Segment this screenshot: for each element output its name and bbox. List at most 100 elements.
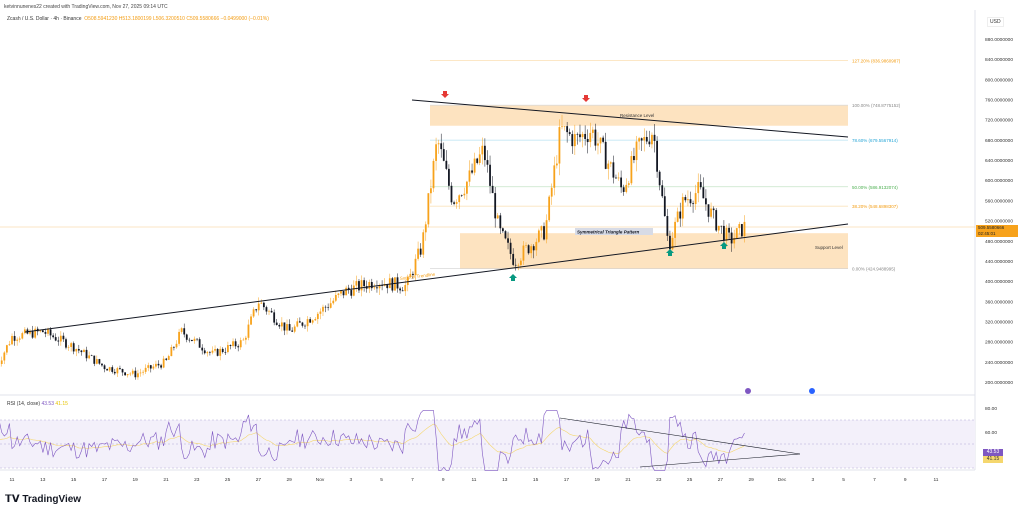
date-tick: 9 bbox=[904, 477, 907, 483]
candle-body bbox=[417, 248, 419, 259]
candle-body bbox=[694, 193, 697, 205]
support-zone bbox=[460, 233, 848, 269]
candle-body bbox=[486, 160, 489, 165]
candle-body bbox=[67, 346, 70, 348]
price-tick: 400.0000000 bbox=[985, 279, 1013, 285]
candle-body bbox=[504, 231, 507, 239]
symbol-legend: Zcash / U.S. Dollar · 4h · Binance O508.… bbox=[7, 16, 269, 22]
candle-body bbox=[540, 226, 543, 231]
candle-body bbox=[34, 328, 37, 338]
candle-body bbox=[126, 374, 129, 376]
candle-body bbox=[725, 227, 728, 241]
candle-body bbox=[296, 321, 299, 327]
down-arrow-icon bbox=[582, 95, 590, 102]
fib-label: 78.60% (679.5567914) bbox=[852, 138, 898, 143]
candle-body bbox=[334, 294, 337, 301]
candle-body bbox=[728, 227, 730, 233]
date-tick: 25 bbox=[225, 477, 231, 483]
candle-body bbox=[116, 368, 119, 374]
event-icon bbox=[745, 388, 751, 394]
rsi-tick: 80.00 bbox=[985, 406, 997, 412]
candle-body bbox=[214, 349, 216, 351]
fib-label: 0.00% (424.9488995) bbox=[852, 267, 896, 272]
candle-body bbox=[597, 143, 599, 146]
candle-body bbox=[262, 302, 265, 308]
candle-body bbox=[257, 303, 260, 311]
candle-body bbox=[142, 371, 144, 373]
date-tick: 7 bbox=[873, 477, 876, 483]
candle-body bbox=[584, 133, 587, 139]
candle-body bbox=[458, 195, 461, 203]
candle-body bbox=[412, 273, 414, 276]
date-tick: 3 bbox=[811, 477, 814, 483]
candle-body bbox=[612, 162, 615, 178]
date-tick: 5 bbox=[380, 477, 383, 483]
candle-body bbox=[460, 195, 463, 196]
candle-body bbox=[160, 365, 162, 368]
candle-body bbox=[489, 164, 491, 186]
support-label: Support Level bbox=[815, 245, 843, 250]
candle-body bbox=[741, 224, 743, 237]
candle-body bbox=[527, 245, 530, 254]
candle-body bbox=[75, 348, 78, 352]
candle-body bbox=[633, 156, 635, 161]
candle-body bbox=[625, 184, 628, 192]
candle-body bbox=[44, 332, 47, 334]
date-tick: 25 bbox=[687, 477, 693, 483]
candle-body bbox=[175, 343, 178, 348]
candle-body bbox=[13, 335, 16, 341]
candle-body bbox=[173, 347, 175, 348]
candle-body bbox=[738, 224, 741, 229]
price-tick: 480.0000000 bbox=[985, 239, 1013, 245]
candle-body bbox=[106, 369, 109, 371]
candle-body bbox=[234, 341, 237, 347]
candle-body bbox=[121, 368, 124, 373]
candle-body bbox=[581, 133, 584, 138]
candle-body bbox=[676, 211, 679, 222]
candle-body bbox=[409, 273, 412, 277]
candle-body bbox=[702, 187, 705, 199]
price-tick: 760.0000000 bbox=[985, 98, 1013, 104]
candle-body bbox=[137, 373, 139, 378]
candle-body bbox=[586, 138, 589, 143]
candle-body bbox=[72, 343, 75, 352]
candle-body bbox=[101, 363, 103, 366]
candle-body bbox=[203, 350, 206, 354]
candle-body bbox=[576, 134, 579, 135]
candle-body bbox=[185, 334, 188, 340]
candle-body bbox=[530, 246, 533, 254]
currency-label[interactable]: USD bbox=[987, 17, 1004, 27]
candle-body bbox=[54, 337, 57, 341]
candle-body bbox=[525, 245, 527, 246]
candle-body bbox=[155, 363, 157, 367]
candle-body bbox=[406, 276, 409, 286]
date-tick: 17 bbox=[564, 477, 570, 483]
candle-body bbox=[324, 306, 327, 308]
candle-body bbox=[517, 264, 520, 266]
tv-logo-icon: 𝗧𝗩 bbox=[5, 494, 23, 505]
candle-body bbox=[466, 181, 468, 194]
price-tick: 200.0000000 bbox=[985, 380, 1013, 386]
candle-body bbox=[607, 163, 610, 169]
candle-body bbox=[399, 288, 401, 291]
candle-body bbox=[473, 158, 476, 173]
candle-body bbox=[689, 199, 692, 204]
candle-body bbox=[553, 165, 556, 188]
candle-body bbox=[111, 367, 114, 372]
candle-body bbox=[615, 177, 617, 179]
candle-body bbox=[435, 144, 437, 161]
candle-body bbox=[684, 197, 687, 201]
candle-body bbox=[368, 281, 371, 289]
candle-body bbox=[350, 290, 353, 296]
candle-body bbox=[594, 129, 597, 146]
candle-body bbox=[710, 208, 712, 217]
candle-body bbox=[278, 324, 281, 327]
date-tick: 29 bbox=[749, 477, 755, 483]
candle-body bbox=[730, 232, 733, 244]
candle-body bbox=[352, 285, 355, 296]
candle-body bbox=[617, 177, 620, 179]
candle-body bbox=[442, 149, 445, 161]
price-tick: 560.0000000 bbox=[985, 198, 1013, 204]
candle-body bbox=[651, 134, 653, 145]
